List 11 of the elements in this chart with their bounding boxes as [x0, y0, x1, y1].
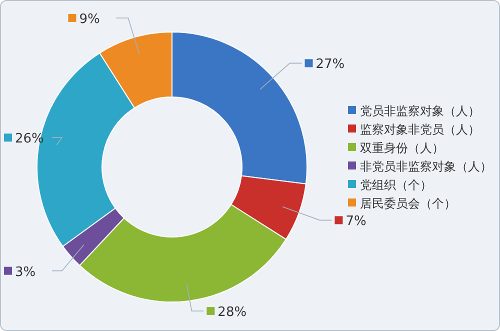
legend-label: 党组织（个）	[360, 178, 432, 192]
data-label: 9%	[79, 12, 100, 27]
legend-label: 监察对象非党员（人）	[360, 122, 480, 136]
legend-label: 非党员非监察对象（人）	[360, 160, 492, 174]
legend-label: 双重身份（人）	[360, 141, 444, 155]
data-label: 7%	[346, 214, 366, 230]
data-label: 3%	[15, 264, 36, 280]
data-label: 28%	[218, 305, 247, 320]
legend-label: 居民委员会（个）	[360, 196, 456, 210]
legend-label: 党员非监察对象（人）	[360, 104, 480, 118]
data-label: 27%	[316, 57, 345, 72]
